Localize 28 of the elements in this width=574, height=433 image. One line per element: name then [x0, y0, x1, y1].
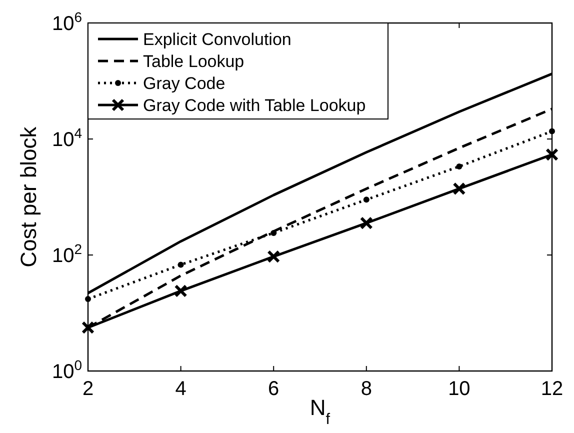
x-tick-label: 12	[540, 378, 564, 400]
point	[360, 216, 373, 230]
point	[549, 128, 555, 134]
x-tick-label: 2	[82, 378, 94, 400]
point	[363, 196, 370, 203]
point	[178, 262, 184, 268]
point	[82, 321, 94, 334]
legend-label: Explicit Convolution	[143, 30, 292, 49]
y-tick-label: 10$^{4}$	[52, 125, 82, 151]
y-tick-label: 10$^{6}$	[52, 9, 82, 35]
point	[546, 148, 558, 162]
legend-label: Gray Code	[143, 74, 226, 93]
x-tick-label: 8	[360, 378, 372, 400]
point	[270, 230, 277, 236]
x-axis-title: N$_{f}$	[310, 395, 331, 428]
point	[85, 296, 91, 302]
legend-label: Table Lookup	[143, 52, 244, 71]
y-tick-label: 10$^{2}$	[52, 241, 82, 267]
x-tick-label: 10	[448, 378, 470, 400]
point	[452, 182, 466, 196]
point	[267, 250, 280, 264]
point	[174, 284, 188, 298]
y-axis-title: Cost per block	[16, 126, 41, 268]
y-tick-label: 10$^{0}$	[52, 357, 82, 383]
x-tick-label: 6	[268, 378, 280, 400]
x-tick-label: 4	[175, 378, 186, 400]
legend-label: Gray Code with Table Lookup	[143, 96, 366, 115]
point	[456, 163, 462, 170]
